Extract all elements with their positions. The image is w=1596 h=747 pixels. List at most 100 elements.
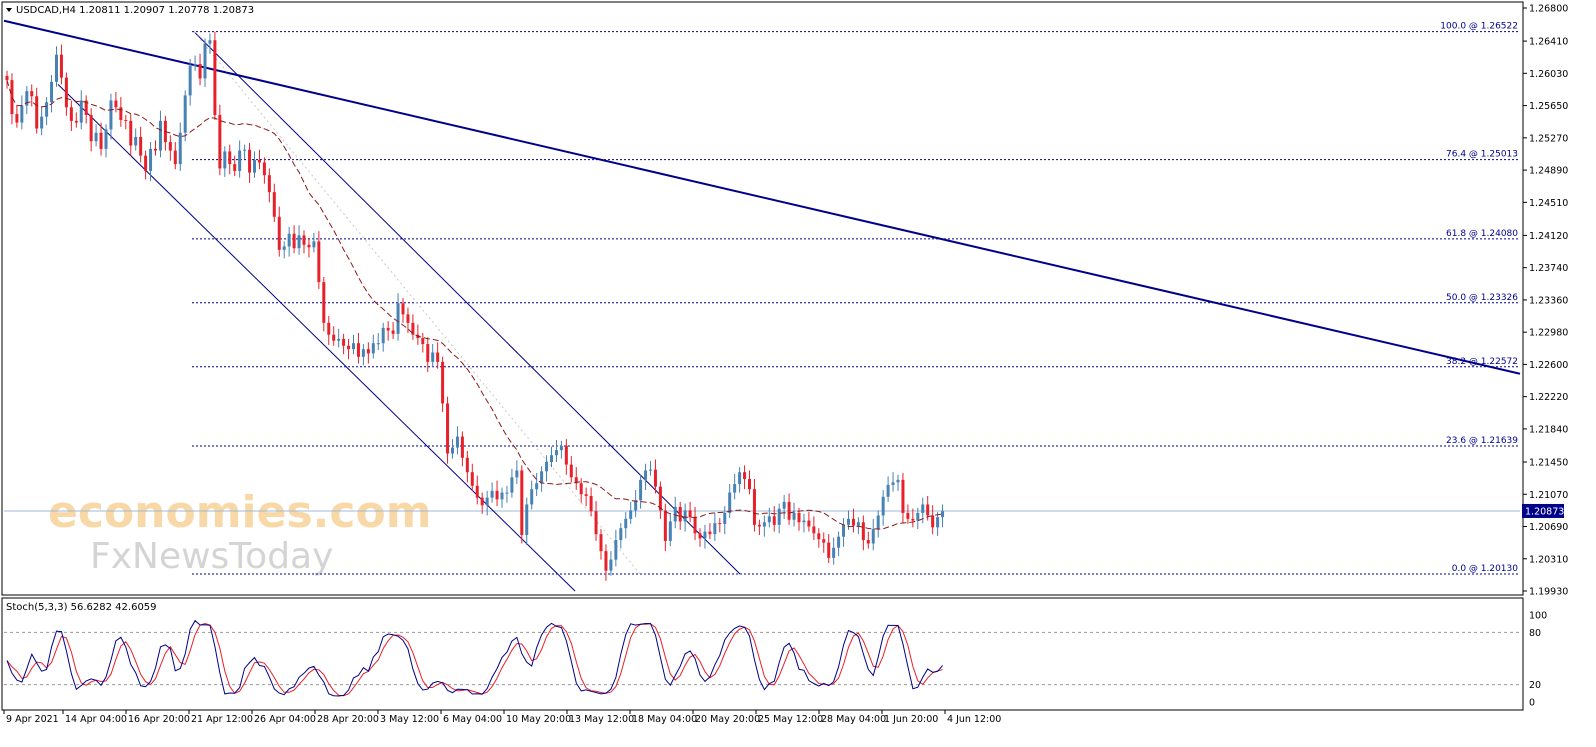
price-tick-label: 1.25270 bbox=[1529, 133, 1568, 144]
candle-body bbox=[559, 445, 563, 451]
candle-body bbox=[134, 136, 138, 146]
candle-body bbox=[129, 120, 133, 146]
candle-body bbox=[688, 510, 692, 518]
fib-level-label: 100.0 @ 1.26522 bbox=[1440, 22, 1518, 32]
candle-body bbox=[797, 512, 801, 523]
candle-body bbox=[901, 479, 905, 513]
candle-body bbox=[248, 149, 252, 173]
candle-body bbox=[55, 54, 58, 82]
candle-body bbox=[480, 497, 484, 506]
candle-body bbox=[178, 132, 182, 165]
candle-body bbox=[347, 345, 351, 350]
time-tick-label: 16 Apr 20:00 bbox=[128, 714, 190, 725]
candle-body bbox=[287, 233, 291, 247]
stochastic-group: 100 80 20 0 bbox=[4, 611, 1547, 709]
time-tick-label: 9 Apr 2021 bbox=[6, 714, 59, 725]
candle-body bbox=[421, 338, 425, 345]
candle-body bbox=[89, 114, 93, 142]
candle-body bbox=[550, 455, 553, 463]
candle-body bbox=[218, 114, 222, 169]
candle-body bbox=[668, 521, 672, 541]
candle-body bbox=[916, 512, 920, 521]
candle-body bbox=[470, 472, 474, 486]
candle-body bbox=[307, 244, 311, 248]
candle-body bbox=[856, 522, 860, 526]
candle-body bbox=[871, 529, 875, 544]
candle-body bbox=[228, 151, 232, 165]
candle-body bbox=[936, 517, 940, 528]
candle-body bbox=[441, 361, 445, 404]
candle-body bbox=[604, 551, 608, 571]
candle-body bbox=[257, 159, 261, 163]
time-tick-label: 18 May 04:00 bbox=[632, 714, 697, 725]
candle-body bbox=[510, 477, 514, 493]
candle-body bbox=[40, 116, 44, 129]
candle-body bbox=[302, 235, 306, 245]
candle-body bbox=[767, 516, 771, 523]
candle-body bbox=[366, 349, 370, 354]
descending-trendline bbox=[3, 19, 1521, 375]
symbol-menu-triangle-icon[interactable] bbox=[6, 8, 12, 12]
candle-body bbox=[490, 490, 494, 498]
time-tick-label: 13 May 12:00 bbox=[569, 714, 634, 725]
candle-body bbox=[233, 164, 237, 171]
candle-body bbox=[762, 522, 766, 527]
candle-body bbox=[861, 522, 865, 541]
candle-body bbox=[371, 343, 375, 354]
candle-body bbox=[124, 120, 128, 122]
candle-body bbox=[832, 547, 836, 558]
stoch-main-line bbox=[6, 619, 943, 697]
candle-body bbox=[10, 80, 14, 115]
current-price-tag bbox=[1522, 503, 1564, 518]
candle-body bbox=[837, 536, 841, 548]
candle-body bbox=[149, 148, 153, 171]
candle-body bbox=[465, 457, 469, 473]
candle-body bbox=[223, 151, 227, 169]
time-tick-label: 20 May 20:00 bbox=[695, 714, 760, 725]
candle-body bbox=[540, 471, 544, 484]
candle-body bbox=[921, 504, 925, 513]
candle-body bbox=[50, 81, 54, 103]
candle-body bbox=[208, 40, 212, 44]
candle-body bbox=[644, 470, 648, 480]
candle-body bbox=[282, 246, 286, 250]
candle-body bbox=[569, 464, 573, 478]
candle-body bbox=[723, 512, 727, 524]
moving-average-line bbox=[6, 79, 943, 530]
candle-body bbox=[183, 95, 187, 133]
candle-body bbox=[64, 77, 68, 108]
candle-body bbox=[649, 469, 652, 471]
symbol-ohlc-label: USDCAD,H4 1.20811 1.20907 1.20778 1.2087… bbox=[16, 5, 254, 16]
candle-body bbox=[673, 506, 677, 522]
moving-average-group bbox=[6, 79, 943, 530]
candle-body bbox=[297, 235, 301, 249]
candle-body bbox=[807, 520, 811, 527]
candle-body bbox=[139, 136, 143, 156]
candle-body bbox=[25, 91, 29, 106]
candle-body bbox=[436, 352, 440, 362]
fibonacci-group: 100.0 @ 1.26522 76.4 @ 1.25013 61.8 @ 1.24… bbox=[4, 22, 1564, 575]
candle-body bbox=[188, 65, 192, 96]
candle-body bbox=[94, 132, 98, 142]
candle-body bbox=[59, 54, 63, 78]
candle-body bbox=[342, 338, 346, 346]
candle-body bbox=[733, 484, 737, 493]
candle-body bbox=[213, 40, 217, 115]
candle-body bbox=[154, 148, 157, 151]
candle-body bbox=[104, 129, 108, 149]
candle-body bbox=[574, 477, 578, 484]
time-tick-label: 26 Apr 04:00 bbox=[254, 714, 316, 725]
candle-body bbox=[267, 175, 271, 193]
candle-body bbox=[391, 330, 395, 334]
candle-body bbox=[891, 482, 895, 485]
candle-body bbox=[446, 403, 450, 454]
stoch-tick-label: 80 bbox=[1529, 628, 1541, 639]
candle-body bbox=[20, 105, 24, 123]
fib-level-label: 38.2 @ 1.22572 bbox=[1446, 357, 1518, 367]
candle-body bbox=[792, 512, 796, 520]
stoch-signal-line bbox=[6, 622, 943, 697]
candle-body bbox=[253, 159, 256, 173]
candle-body bbox=[332, 334, 336, 341]
